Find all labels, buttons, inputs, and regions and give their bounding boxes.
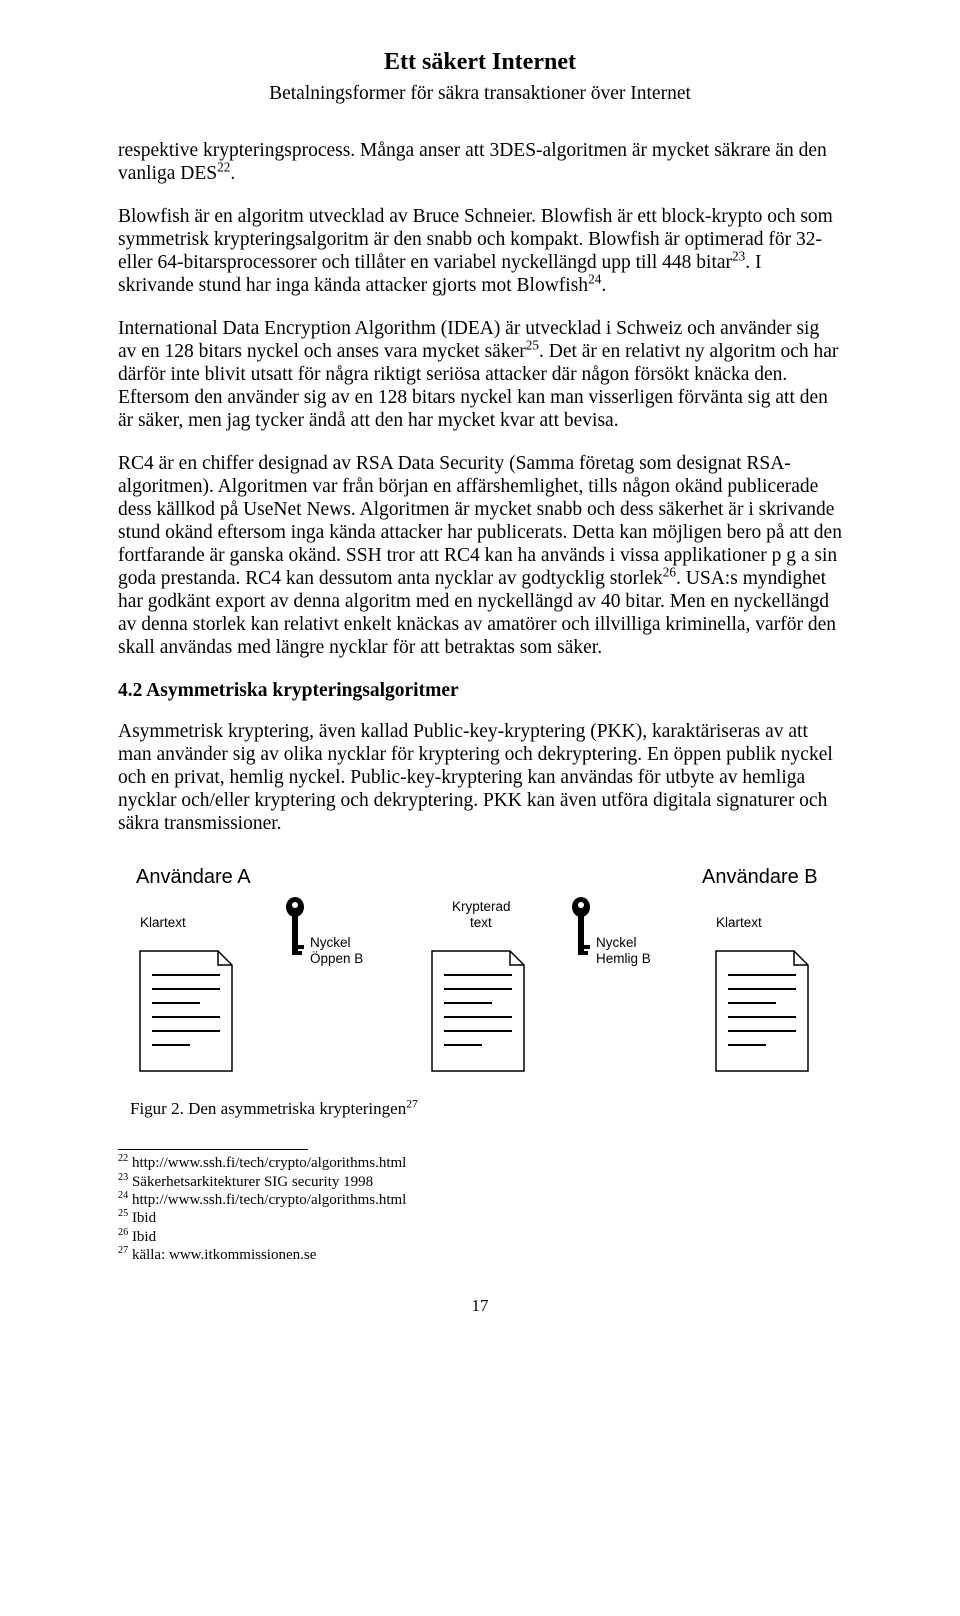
krypterad-text-label: text (470, 915, 492, 930)
nyckel-oppen-label-2: Öppen B (310, 951, 363, 966)
document-subtitle: Betalningsformer för säkra transaktioner… (118, 82, 842, 105)
encryption-diagram: Användare A Användare B Klartext Klartex… (118, 863, 838, 1093)
footnote-num: 27 (118, 1245, 128, 1256)
footnote-separator (118, 1149, 308, 1150)
text-run: Blowfish är en algoritm utvecklad av Bru… (118, 206, 833, 273)
key-private-icon (572, 897, 590, 955)
footnote-text: källa: www.itkommissionen.se (128, 1247, 316, 1263)
figure-caption: Figur 2. Den asymmetriska krypteringen27 (130, 1099, 842, 1119)
footnote-text: Ibid (128, 1229, 156, 1245)
footnote-text: http://www.ssh.fi/tech/crypto/algorithms… (128, 1155, 406, 1171)
footnote-text: http://www.ssh.fi/tech/crypto/algorithms… (128, 1192, 406, 1208)
text-run: Figur 2. Den asymmetriska krypteringen (130, 1099, 406, 1118)
footnote-27: 27 källa: www.itkommissionen.se (118, 1246, 842, 1264)
footnote-22: 22 http://www.ssh.fi/tech/crypto/algorit… (118, 1154, 842, 1172)
doc-klartext-b (716, 951, 808, 1071)
footnote-ref: 25 (526, 338, 539, 353)
footnote-ref: 26 (663, 565, 676, 580)
footnote-ref: 23 (732, 249, 745, 264)
text-run: . (230, 163, 235, 184)
nyckel-oppen-label-1: Nyckel (310, 935, 351, 950)
paragraph-5: Asymmetrisk kryptering, även kallad Publ… (118, 720, 842, 835)
footnote-ref: 27 (406, 1098, 418, 1111)
footnote-26: 26 Ibid (118, 1228, 842, 1246)
paragraph-2: Blowfish är en algoritm utvecklad av Bru… (118, 205, 842, 297)
key-open-icon (286, 897, 304, 955)
user-b-label: Användare B (702, 866, 818, 888)
user-a-label: Användare A (136, 866, 251, 888)
footnote-text: Säkerhetsarkitekturer SIG security 1998 (128, 1174, 373, 1190)
klartext-b-label: Klartext (716, 915, 762, 930)
paragraph-4: RC4 är en chiffer designad av RSA Data S… (118, 452, 842, 659)
nyckel-hemlig-label-2: Hemlig B (596, 951, 651, 966)
footnote-num: 26 (118, 1227, 128, 1238)
paragraph-1: respektive krypteringsprocess. Många ans… (118, 139, 842, 185)
doc-klartext-a (140, 951, 232, 1071)
document-title: Ett säkert Internet (118, 48, 842, 76)
doc-krypterad (432, 951, 524, 1071)
footnote-ref: 22 (217, 160, 230, 175)
footnote-25: 25 Ibid (118, 1209, 842, 1227)
section-heading: 4.2 Asymmetriska krypteringsalgoritmer (118, 679, 842, 702)
footnote-num: 24 (118, 1190, 128, 1201)
text-run: . (601, 275, 606, 296)
footnote-num: 25 (118, 1208, 128, 1219)
footnote-text: Ibid (128, 1210, 156, 1226)
footnote-24: 24 http://www.ssh.fi/tech/crypto/algorit… (118, 1191, 842, 1209)
krypterad-label: Krypterad (452, 899, 511, 914)
page-number: 17 (118, 1296, 842, 1316)
footnotes: 22 http://www.ssh.fi/tech/crypto/algorit… (118, 1154, 842, 1264)
document-page: Ett säkert Internet Betalningsformer för… (0, 0, 960, 1336)
footnote-num: 22 (118, 1153, 128, 1164)
footnote-23: 23 Säkerhetsarkitekturer SIG security 19… (118, 1173, 842, 1191)
nyckel-hemlig-label-1: Nyckel (596, 935, 637, 950)
paragraph-3: International Data Encryption Algorithm … (118, 317, 842, 432)
figure-2: Användare A Användare B Klartext Klartex… (118, 863, 838, 1093)
footnote-ref: 24 (588, 272, 601, 287)
footnote-num: 23 (118, 1172, 128, 1183)
klartext-a-label: Klartext (140, 915, 186, 930)
